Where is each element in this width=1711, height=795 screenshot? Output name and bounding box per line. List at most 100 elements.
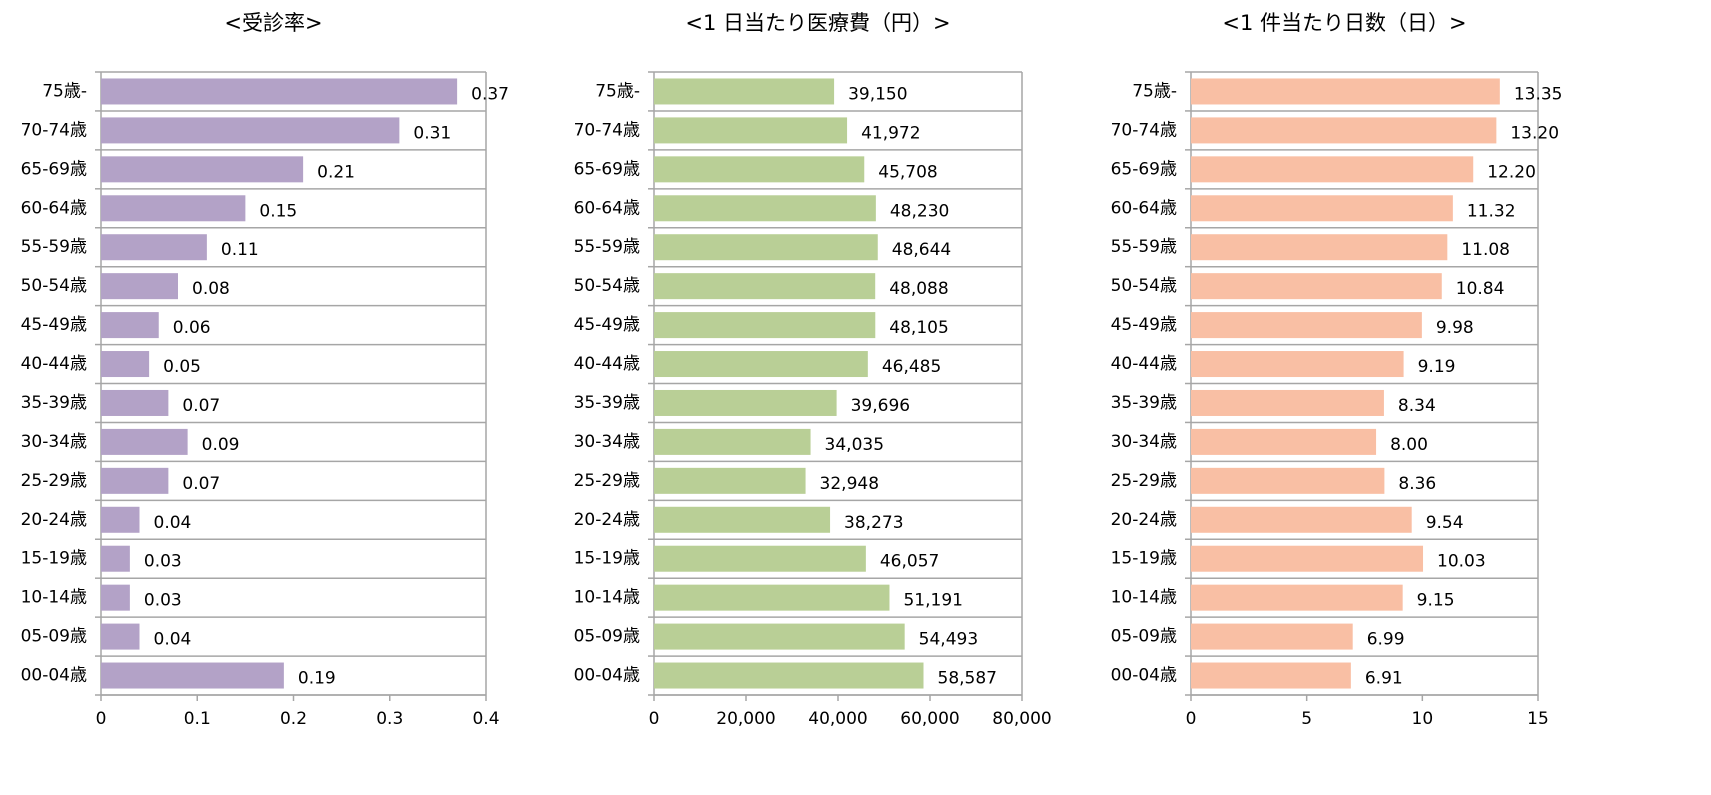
category-label: 05-09歳: [574, 627, 640, 647]
category-label: 75歳-: [595, 81, 640, 101]
bar: [1191, 312, 1422, 339]
category-label: 60-64歳: [574, 198, 640, 218]
x-tick-label: 40,000: [808, 709, 867, 729]
x-tick-label: 20,000: [716, 709, 775, 729]
bar: [1191, 467, 1385, 494]
category-label: 20-24歳: [1111, 510, 1177, 530]
category-label: 10-14歳: [1111, 588, 1177, 608]
bar: [1191, 545, 1424, 572]
category-label: 50-54歳: [1111, 276, 1177, 296]
category-label: 45-49歳: [1111, 315, 1177, 335]
value-label: 0.06: [173, 318, 211, 338]
category-label: 00-04歳: [574, 666, 640, 686]
category-label: 35-39歳: [21, 393, 87, 413]
bar: [101, 662, 284, 689]
bar: [654, 351, 868, 378]
category-label: 70-74歳: [21, 120, 87, 140]
bar: [101, 234, 207, 261]
category-label: 65-69歳: [1111, 159, 1177, 179]
x-tick-label: 0: [649, 709, 660, 729]
x-tick-label: 0.4: [472, 709, 499, 729]
category-label: 75歳-: [42, 81, 87, 101]
bar: [1191, 195, 1453, 222]
category-label: 40-44歳: [21, 354, 87, 374]
x-tick-label: 5: [1301, 709, 1312, 729]
value-label: 0.09: [202, 435, 240, 455]
value-label: 0.04: [154, 630, 192, 650]
bar: [101, 584, 130, 611]
category-label: 25-29歳: [1111, 471, 1177, 491]
value-label: 11.32: [1467, 201, 1516, 221]
category-label: 50-54歳: [574, 276, 640, 296]
value-label: 0.08: [192, 279, 230, 299]
value-label: 54,493: [919, 630, 978, 650]
category-label: 45-49歳: [21, 315, 87, 335]
value-label: 13.20: [1510, 123, 1559, 143]
value-label: 10.03: [1437, 552, 1486, 572]
chart-title: <受診率>: [224, 11, 322, 35]
bar: [1191, 662, 1351, 689]
bar: [654, 234, 878, 261]
bar: [654, 545, 866, 572]
x-tick-label: 0.1: [184, 709, 211, 729]
value-label: 8.00: [1390, 435, 1428, 455]
category-label: 60-64歳: [1111, 198, 1177, 218]
category-label: 10-14歳: [21, 588, 87, 608]
category-label: 55-59歳: [1111, 237, 1177, 257]
category-label: 40-44歳: [1111, 354, 1177, 374]
value-label: 8.34: [1398, 396, 1436, 416]
bar: [1191, 156, 1474, 183]
value-label: 8.36: [1398, 474, 1436, 494]
category-label: 00-04歳: [21, 666, 87, 686]
bar: [101, 78, 458, 105]
value-label: 0.04: [154, 513, 192, 533]
category-label: 05-09歳: [1111, 627, 1177, 647]
category-label: 15-19歳: [21, 549, 87, 569]
category-label: 25-29歳: [21, 471, 87, 491]
value-label: 48,088: [889, 279, 948, 299]
bar: [654, 78, 835, 105]
bar: [654, 428, 811, 455]
category-label: 55-59歳: [574, 237, 640, 257]
value-label: 0.07: [182, 474, 220, 494]
bar: [1191, 78, 1500, 105]
category-label: 10-14歳: [574, 588, 640, 608]
x-tick-label: 10: [1412, 709, 1434, 729]
value-label: 38,273: [844, 513, 903, 533]
x-tick-label: 80,000: [992, 709, 1051, 729]
category-label: 70-74歳: [1111, 120, 1177, 140]
category-label: 20-24歳: [21, 510, 87, 530]
x-tick-label: 0.3: [376, 709, 403, 729]
category-label: 55-59歳: [21, 237, 87, 257]
x-tick-label: 0: [96, 709, 107, 729]
category-label: 65-69歳: [574, 159, 640, 179]
bar: [654, 195, 876, 222]
bar: [101, 467, 169, 494]
bar: [1191, 273, 1442, 300]
value-label: 13.35: [1514, 84, 1563, 104]
bar: [654, 662, 924, 689]
bar: [101, 623, 140, 650]
bar: [654, 467, 806, 494]
bar: [1191, 351, 1404, 378]
value-label: 58,587: [938, 669, 997, 689]
category-label: 65-69歳: [21, 159, 87, 179]
bar: [654, 506, 831, 533]
category-label: 30-34歳: [1111, 432, 1177, 452]
bar: [1191, 584, 1403, 611]
value-label: 51,191: [903, 591, 962, 611]
bar: [101, 428, 188, 455]
value-label: 6.99: [1367, 630, 1405, 650]
category-label: 45-49歳: [574, 315, 640, 335]
bar: [1191, 506, 1412, 533]
bar: [1191, 428, 1377, 455]
value-label: 6.91: [1365, 669, 1403, 689]
category-label: 35-39歳: [1111, 393, 1177, 413]
category-label: 00-04歳: [1111, 666, 1177, 686]
chart-title: <1 日当たり医療費（円）>: [685, 11, 950, 35]
value-label: 45,708: [878, 162, 937, 182]
x-tick-label: 60,000: [900, 709, 959, 729]
value-label: 0.07: [182, 396, 220, 416]
category-label: 20-24歳: [574, 510, 640, 530]
bar: [1191, 623, 1353, 650]
